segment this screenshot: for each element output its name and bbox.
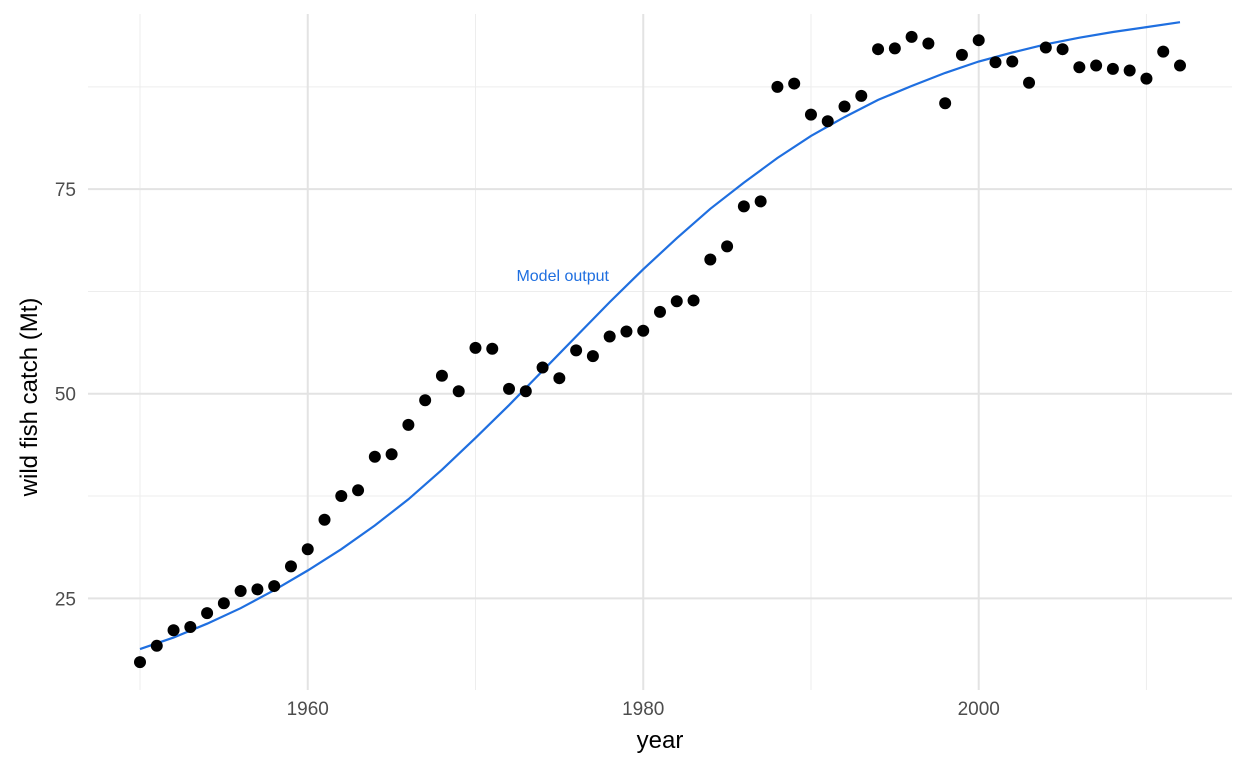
- data-point: [284, 560, 297, 573]
- data-point: [1039, 41, 1052, 54]
- data-point: [1123, 64, 1136, 77]
- data-point: [452, 385, 465, 398]
- data-point: [1106, 62, 1119, 75]
- y-axis-title: wild fish catch (Mt): [16, 298, 43, 498]
- x-axis-title: year: [637, 727, 684, 754]
- data-point: [184, 620, 197, 633]
- data-point: [1073, 61, 1086, 74]
- data-point: [670, 295, 683, 308]
- data-point: [1090, 59, 1103, 72]
- y-tick-label: 25: [55, 589, 76, 610]
- data-points: [134, 30, 1186, 669]
- data-point: [972, 34, 985, 47]
- data-point: [217, 597, 230, 610]
- data-point: [654, 305, 666, 318]
- data-point: [251, 583, 264, 596]
- minor-grid: [88, 14, 1232, 690]
- data-point: [134, 656, 146, 669]
- x-tick-labels: 1960 1980 2000: [287, 699, 1000, 720]
- data-point: [821, 115, 834, 128]
- data-point: [905, 30, 918, 43]
- y-tick-label: 50: [55, 385, 76, 406]
- model-output-line: [139, 21, 1181, 651]
- data-point: [771, 80, 784, 93]
- data-point: [855, 89, 868, 102]
- data-point: [1157, 45, 1170, 58]
- data-point: [352, 484, 365, 497]
- model-line-group: [139, 21, 1181, 651]
- data-point: [939, 97, 952, 110]
- data-point: [955, 48, 968, 61]
- x-tick-label: 1980: [622, 699, 664, 720]
- data-point: [318, 513, 331, 526]
- data-point: [1023, 76, 1036, 89]
- data-point: [368, 450, 381, 463]
- data-point: [385, 448, 398, 461]
- data-point: [503, 382, 516, 395]
- data-point: [804, 108, 817, 121]
- data-point: [268, 580, 281, 593]
- x-tick-label: 2000: [958, 699, 1000, 720]
- data-point: [469, 341, 482, 354]
- data-point: [234, 584, 247, 597]
- data-point: [419, 394, 432, 407]
- data-point: [553, 372, 566, 385]
- data-point: [888, 42, 901, 55]
- data-point: [620, 325, 633, 338]
- data-point: [788, 77, 801, 90]
- data-point: [486, 342, 499, 355]
- data-point: [167, 624, 180, 637]
- data-point: [872, 43, 885, 56]
- major-grid: [88, 14, 1232, 690]
- data-point: [721, 240, 734, 253]
- data-point: [603, 330, 616, 343]
- data-point: [838, 100, 851, 113]
- data-point: [754, 195, 767, 208]
- data-point: [335, 490, 348, 503]
- data-point: [586, 350, 599, 363]
- data-point: [536, 361, 549, 374]
- data-point: [301, 543, 314, 556]
- data-point: [989, 56, 1002, 69]
- data-point: [737, 200, 750, 213]
- model-output-label: Model output: [516, 268, 609, 285]
- data-point: [519, 385, 532, 398]
- data-point: [1140, 72, 1153, 85]
- data-point: [637, 324, 650, 337]
- y-tick-labels: 25 50 75: [55, 180, 76, 610]
- data-point: [687, 294, 700, 307]
- x-tick-label: 1960: [287, 699, 329, 720]
- data-point: [922, 37, 935, 50]
- data-point: [570, 344, 583, 357]
- data-point: [435, 369, 448, 382]
- y-tick-label: 75: [55, 180, 76, 201]
- data-point: [704, 253, 717, 266]
- data-point: [1006, 55, 1019, 68]
- data-point: [150, 639, 163, 652]
- data-point: [1056, 43, 1069, 56]
- data-point: [402, 418, 415, 431]
- data-point: [1174, 59, 1186, 72]
- data-point: [201, 607, 214, 620]
